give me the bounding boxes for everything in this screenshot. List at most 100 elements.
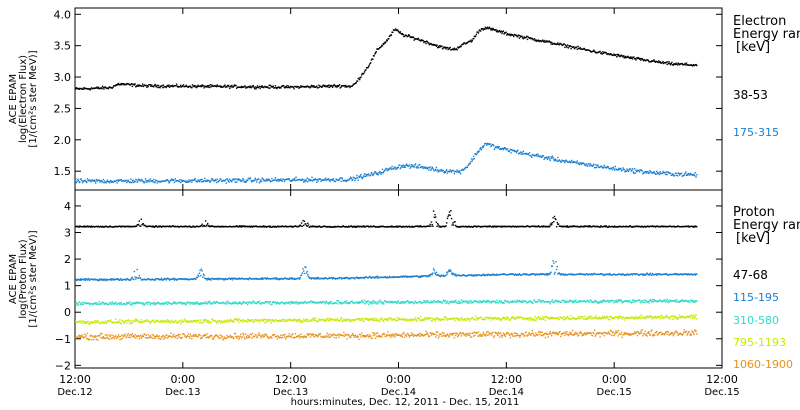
data-point: [144, 181, 146, 183]
data-point: [237, 278, 239, 280]
data-point: [449, 169, 451, 171]
data-point: [86, 321, 89, 323]
data-point: [94, 320, 96, 322]
data-point: [428, 169, 430, 171]
data-point: [441, 302, 444, 305]
data-point: [110, 180, 112, 182]
data-point: [407, 35, 409, 37]
data-point: [139, 322, 141, 324]
data-point: [236, 319, 239, 322]
data-point: [88, 323, 90, 325]
data-point: [126, 322, 128, 324]
data-point: [86, 278, 88, 280]
data-point: [137, 277, 140, 279]
data-point: [395, 301, 397, 303]
data-point: [289, 85, 292, 88]
data-point: [201, 178, 203, 181]
data-point: [165, 302, 167, 305]
data-point: [228, 277, 230, 279]
data-point: [305, 318, 307, 321]
data-point: [376, 303, 379, 305]
data-point: [153, 321, 156, 324]
data-point: [215, 181, 218, 184]
data-point: [692, 226, 695, 228]
data-point: [656, 170, 658, 173]
data-point: [490, 301, 492, 303]
data-point: [97, 321, 100, 323]
data-point: [475, 35, 477, 37]
data-point: [303, 318, 305, 320]
data-point: [509, 148, 511, 151]
data-point: [293, 88, 295, 90]
data-point: [436, 170, 438, 172]
proton-ytick-label: 2: [64, 253, 71, 266]
data-point: [95, 302, 98, 304]
data-point: [405, 34, 408, 37]
data-point: [366, 301, 368, 303]
data-point: [240, 86, 242, 89]
data-point: [605, 225, 607, 227]
data-point: [537, 153, 539, 155]
data-point: [370, 172, 373, 174]
data-point: [506, 34, 508, 36]
data-point: [546, 158, 549, 160]
data-point: [76, 279, 78, 282]
data-point: [452, 169, 455, 172]
data-point: [180, 301, 183, 303]
data-point: [392, 302, 394, 304]
data-point: [242, 179, 245, 181]
data-point: [676, 299, 678, 301]
data-point: [317, 87, 319, 89]
data-point: [692, 299, 694, 302]
data-point: [239, 179, 241, 181]
data-point: [555, 268, 558, 271]
data-point: [358, 319, 360, 321]
data-point: [165, 279, 167, 281]
data-point: [342, 179, 344, 182]
data-point: [426, 168, 429, 170]
data-point: [427, 275, 429, 277]
data-point: [690, 299, 692, 301]
data-point: [454, 274, 456, 277]
data-point: [313, 179, 315, 181]
data-point: [451, 273, 453, 276]
data-point: [154, 304, 156, 306]
data-point: [466, 166, 469, 168]
data-point: [365, 67, 368, 69]
data-point: [546, 156, 548, 158]
data-point: [171, 84, 174, 87]
data-point: [117, 278, 119, 280]
data-point: [341, 177, 343, 179]
data-point: [546, 301, 549, 303]
data-point: [363, 299, 366, 301]
data-point: [290, 301, 292, 303]
data-point: [537, 39, 540, 41]
data-point: [212, 301, 214, 303]
data-point: [173, 179, 175, 181]
data-point: [153, 319, 155, 321]
data-point: [157, 320, 159, 322]
data-point: [401, 276, 404, 278]
data-point: [241, 180, 243, 182]
data-point: [456, 169, 458, 171]
data-point: [635, 59, 637, 61]
data-point: [252, 85, 254, 87]
data-point: [645, 171, 647, 173]
data-point: [455, 48, 458, 50]
data-point: [580, 163, 583, 165]
data-point: [307, 222, 309, 224]
data-point: [157, 84, 160, 87]
data-point: [200, 85, 203, 88]
data-point: [430, 168, 433, 170]
data-point: [354, 179, 356, 182]
data-point: [376, 173, 378, 176]
data-point: [448, 214, 450, 216]
data-point: [651, 274, 653, 276]
data-point: [589, 225, 592, 227]
data-point: [687, 225, 690, 227]
data-point: [469, 299, 471, 302]
data-point: [423, 300, 426, 303]
data-point: [194, 177, 196, 180]
data-point: [373, 55, 375, 57]
data-point: [618, 299, 620, 301]
